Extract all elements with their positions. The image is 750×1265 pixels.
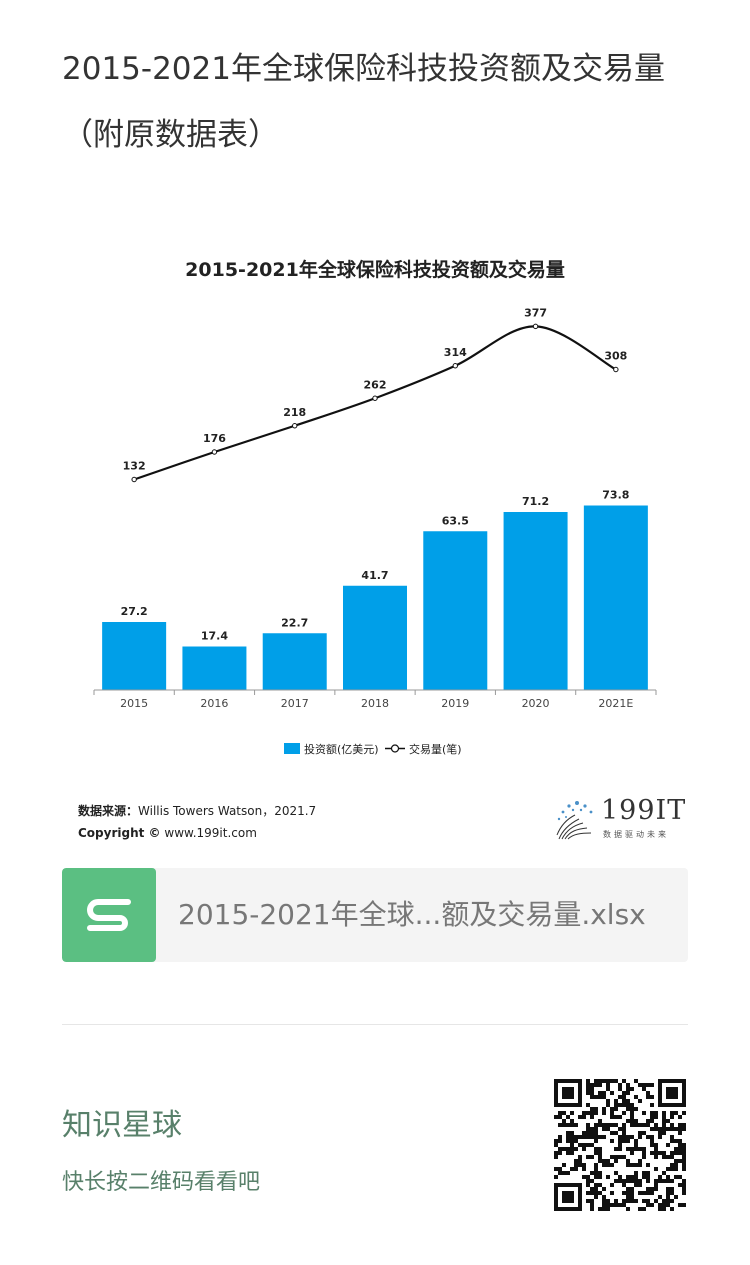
promo-subtitle: 快长按二维码看看吧 xyxy=(62,1170,261,1195)
line-label-2021E: 308 xyxy=(604,350,627,363)
legend-line-marker xyxy=(390,744,400,753)
chart-title: 2015-2021年全球保险科技投资额及交易量 xyxy=(185,258,565,281)
line-label-2018: 262 xyxy=(364,378,387,391)
line-point-2021E xyxy=(613,366,619,373)
bar-label-2015: 27.2 xyxy=(121,605,148,618)
line-point-2019 xyxy=(452,363,458,369)
legend-bar-label: 投资额(亿美元) xyxy=(304,742,379,756)
bar-label-2017: 22.7 xyxy=(281,616,308,629)
bar-label-2018: 41.7 xyxy=(361,569,388,582)
x-tick-2018: 2018 xyxy=(361,697,389,710)
bar-label-2020: 71.2 xyxy=(522,495,549,508)
x-tick-2021E: 2021E xyxy=(598,697,633,710)
line-point-2015 xyxy=(131,476,137,483)
bar-2019 xyxy=(423,531,488,690)
spreadsheet-s-icon xyxy=(62,868,156,962)
line-point-2018 xyxy=(372,395,378,401)
line-point-2017 xyxy=(292,423,298,429)
bar-label-2019: 63.5 xyxy=(442,514,469,527)
x-tick-2020: 2020 xyxy=(522,697,550,710)
chart-source: 数据来源：Willis Towers Watson，2021.7 Copyrig… xyxy=(78,800,316,844)
logo-tagline: 数据驱动未来 xyxy=(603,830,669,839)
file-name: 2015-2021年全球...额及交易量.xlsx xyxy=(178,898,646,931)
copyright-label: Copyright © xyxy=(78,826,161,840)
logo-wordmark: 199IT xyxy=(601,795,687,826)
brand-logo: 199IT 数据驱动未来 xyxy=(553,793,687,845)
bar-label-2016: 17.4 xyxy=(201,630,228,643)
line-point-2020 xyxy=(532,323,539,330)
x-tick-2017: 2017 xyxy=(281,697,309,710)
bar-label-2021E: 73.8 xyxy=(602,489,629,502)
source-value: Willis Towers Watson，2021.7 xyxy=(138,804,317,818)
qr-code-icon[interactable] xyxy=(554,1079,686,1211)
investment-deal-chart: 2015-2021年全球保险科技投资额及交易量 27.2 17.4 22.7 41.7… xyxy=(93,258,657,756)
section-divider xyxy=(62,1024,688,1025)
line-label-2015: 132 xyxy=(123,460,146,473)
bar-2020 xyxy=(503,512,568,690)
legend-line-label: 交易量(笔) xyxy=(409,742,462,756)
x-tick-2015: 2015 xyxy=(120,697,148,710)
legend-bar-swatch xyxy=(284,743,300,754)
deal-volume-line xyxy=(133,325,617,481)
line-label-2020: 377 xyxy=(524,306,547,319)
attachment-file-card[interactable]: 2015-2021年全球...额及交易量.xlsx xyxy=(62,868,688,962)
copyright-site: www.199it.com xyxy=(164,826,257,840)
chart-legend: 投资额(亿美元) 交易量(笔) xyxy=(284,742,462,756)
dandelion-logo-icon xyxy=(556,801,593,840)
line-label-2017: 218 xyxy=(283,406,306,419)
post-title: 2015-2021年全球保险科技投资额及交易量（附原数据表） xyxy=(62,51,665,153)
x-tick-2019: 2019 xyxy=(441,697,469,710)
bar-2015 xyxy=(102,622,167,690)
line-point-2016 xyxy=(211,449,218,455)
bar-2017 xyxy=(262,633,327,690)
chart-container: 2015-2021年全球保险科技投资额及交易量 27.2 17.4 22.7 41.7… xyxy=(62,232,688,852)
bar-2021E xyxy=(583,505,648,690)
x-tick-2016: 2016 xyxy=(200,697,228,710)
source-label: 数据来源： xyxy=(78,804,139,818)
promo-title: 知识星球 xyxy=(62,1108,182,1143)
bar-2016 xyxy=(182,646,247,690)
line-label-2016: 176 xyxy=(203,432,226,445)
bar-2018 xyxy=(343,585,407,690)
line-label-2019: 314 xyxy=(444,346,467,359)
